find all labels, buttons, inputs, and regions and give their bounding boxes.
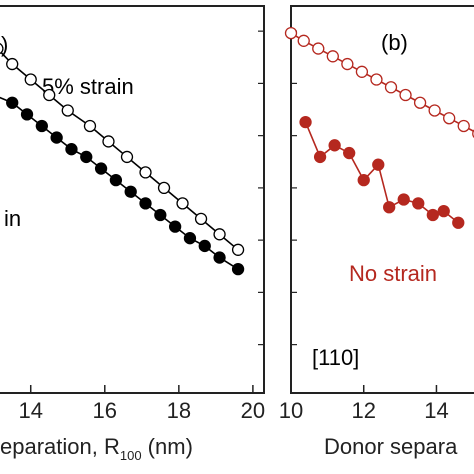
data-point — [341, 57, 354, 71]
panel-a: ) 5% strain in 14 16 18 20 eparation, R100 … — [0, 5, 265, 463]
data-point — [139, 197, 152, 210]
panel-b-direction-label: [110] — [312, 345, 359, 370]
data-point — [426, 208, 439, 222]
data-point — [20, 108, 34, 121]
data-point — [457, 119, 470, 133]
data-point — [452, 216, 465, 229]
data-point — [399, 88, 412, 102]
panel-b-label: (b) — [381, 30, 408, 55]
data-point — [120, 150, 134, 164]
data-point — [383, 201, 396, 214]
data-point — [326, 50, 339, 63]
data-point — [43, 88, 56, 102]
data-point — [157, 181, 171, 195]
data-point — [168, 220, 182, 233]
data-point — [6, 96, 19, 109]
data-point — [413, 96, 427, 109]
data-point — [198, 239, 211, 253]
data-point — [213, 251, 226, 264]
x-tick-label: 16 — [93, 398, 117, 423]
panel-a-frame — [0, 5, 265, 394]
x-tick-label: 20 — [241, 398, 265, 423]
data-point — [231, 263, 245, 276]
data-point — [83, 119, 97, 133]
panel-a-xlabel-subscript: 100 — [120, 448, 142, 463]
data-point — [412, 197, 425, 210]
x-tick-label: 12 — [351, 398, 375, 423]
panel-a-x-axis-label: eparation, R100 (nm) — [0, 434, 193, 463]
data-point — [154, 208, 167, 222]
data-point — [35, 119, 48, 133]
data-point — [437, 204, 450, 218]
data-point — [231, 243, 245, 256]
panel-b-series — [284, 26, 474, 229]
x-tick-label: 14 — [18, 398, 42, 423]
data-point — [61, 104, 74, 117]
data-point — [313, 150, 327, 164]
data-point — [428, 104, 441, 117]
data-point — [355, 65, 369, 78]
data-point — [284, 26, 298, 40]
x-tick-label: 10 — [279, 398, 303, 423]
data-point — [297, 34, 310, 47]
panel-b-x-axis-label: Donor separa — [324, 434, 458, 459]
data-point — [299, 115, 312, 129]
data-point — [343, 146, 356, 160]
data-point — [443, 112, 456, 125]
panel-a-xlabel-unit: (nm) — [142, 434, 193, 459]
data-point — [397, 193, 410, 206]
data-point — [176, 197, 189, 210]
panel-a-annotation-nostrain: in — [4, 206, 21, 231]
data-point — [194, 212, 208, 226]
panel-a-series — [0, 42, 245, 276]
data-point — [80, 150, 93, 164]
data-point — [139, 166, 152, 179]
x-tick-label: 14 — [424, 398, 448, 423]
x-tick-label: 18 — [167, 398, 191, 423]
data-point — [94, 162, 108, 175]
panel-b: (b) No strain [110] 10 12 14 Donor separa — [279, 5, 474, 459]
panel-a-x-ticks: 14 16 18 20 — [18, 385, 265, 423]
data-point — [6, 57, 19, 71]
series-line — [304, 121, 459, 224]
data-point — [109, 173, 123, 187]
panel-a-y-ticks — [258, 30, 264, 346]
data-point — [213, 228, 226, 241]
data-point — [372, 158, 385, 171]
panel-a-label: ) — [1, 32, 8, 57]
data-point — [312, 42, 325, 55]
data-point — [183, 232, 197, 245]
panel-b-frame — [290, 5, 474, 394]
data-point — [384, 81, 398, 94]
data-point — [370, 73, 383, 86]
panel-a-annotation-strain: 5% strain — [42, 74, 134, 99]
data-point — [102, 135, 115, 148]
data-point — [357, 173, 370, 187]
data-point — [50, 131, 63, 144]
panel-b-annotation-nostrain: No strain — [349, 261, 437, 286]
panel-a-xlabel-main: eparation, R — [0, 434, 120, 459]
data-point — [24, 73, 37, 86]
data-point — [65, 143, 78, 156]
panel-b-x-ticks: 10 12 14 — [279, 385, 449, 423]
data-point — [328, 139, 341, 152]
data-point — [124, 185, 137, 198]
data-point — [0, 42, 4, 55]
